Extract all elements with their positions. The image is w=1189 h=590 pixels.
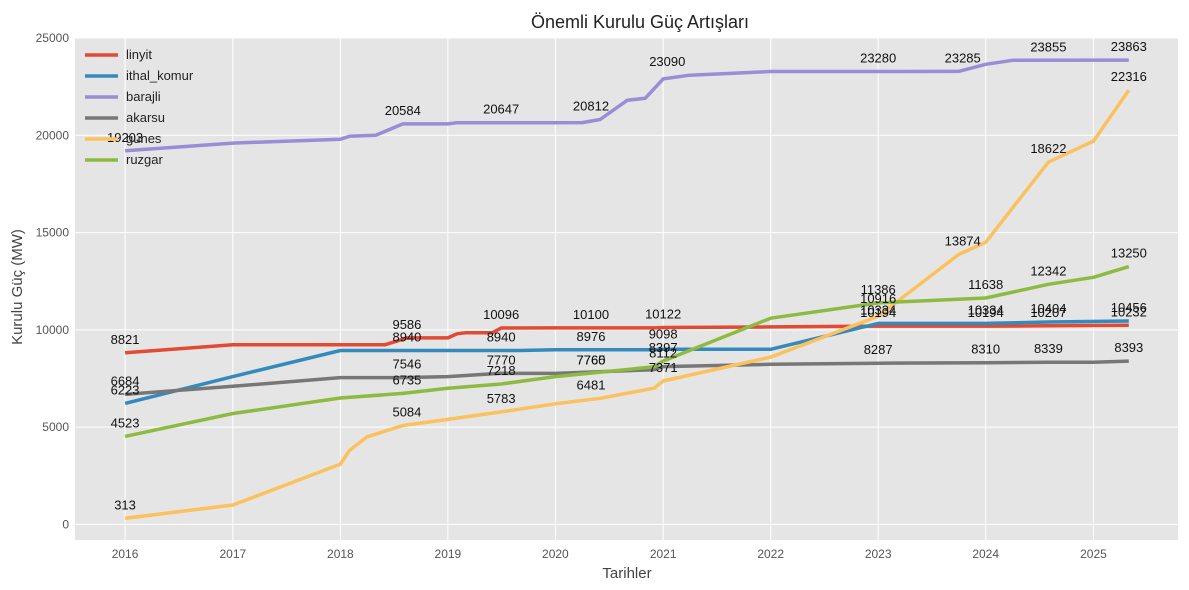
data-label-gunes: 7371	[649, 360, 678, 375]
data-label-akarsu: 6684	[111, 373, 140, 388]
data-label-linyit: 10122	[645, 306, 681, 321]
x-tick-label: 2023	[865, 547, 892, 561]
y-tick-label: 0	[62, 517, 69, 531]
series-line-ruzgar	[124, 264, 1130, 439]
data-label-ithal_komur: 10456	[1111, 300, 1147, 315]
legend-label-ithal_komur: ithal_komur	[126, 68, 194, 83]
y-axis-label: Kurulu Güç (MW)	[9, 229, 26, 345]
data-label-gunes: 5783	[487, 391, 516, 406]
x-tick-label: 2019	[435, 547, 462, 561]
legend-label-linyit: linyit	[126, 47, 152, 62]
data-label-linyit: 10194	[860, 305, 896, 320]
data-label-barajli: 20812	[573, 98, 609, 113]
series-line-barajli	[124, 58, 1129, 153]
y-tick-label: 10000	[36, 323, 70, 337]
data-label-gunes: 13874	[945, 233, 981, 248]
data-label-gunes: 5084	[392, 405, 421, 420]
data-label-linyit: 10194	[968, 305, 1004, 320]
data-label-barajli: 23855	[1030, 39, 1066, 54]
data-label-barajli: 20647	[483, 102, 519, 117]
data-label-ithal_komur: 10404	[1030, 301, 1066, 316]
x-tick-label: 2017	[220, 547, 247, 561]
data-label-barajli: 23090	[649, 54, 685, 69]
x-axis-label: Tarihler	[602, 565, 651, 582]
data-label-ruzgar: 13250	[1111, 246, 1147, 261]
y-tick-label: 25000	[36, 31, 70, 45]
data-label-ruzgar: 6735	[392, 372, 421, 387]
data-label-ruzgar: 7218	[487, 363, 516, 378]
data-label-barajli: 23280	[860, 50, 896, 65]
y-tick-label: 15000	[36, 226, 70, 240]
y-tick-label: 20000	[36, 128, 70, 142]
data-label-gunes: 6481	[577, 377, 606, 392]
data-label-akarsu: 8393	[1114, 340, 1143, 355]
data-label-gunes: 313	[114, 497, 136, 512]
series-line-gunes	[124, 89, 1131, 521]
series-line-ithal_komur	[124, 319, 1129, 406]
x-axis-ticks: 2016 2017 2018 2019 2020 2021 2022 2023 2024 2025	[112, 547, 1107, 561]
legend-label-gunes: gunes	[126, 131, 162, 146]
series-line-linyit	[124, 323, 1129, 355]
data-label-ruzgar: 11638	[968, 277, 1003, 292]
data-label-gunes: 22316	[1111, 69, 1147, 84]
legend-label-barajli: barajli	[126, 89, 161, 104]
x-tick-label: 2020	[542, 547, 569, 561]
series-lines	[124, 58, 1131, 521]
data-label-ruzgar: 11386	[861, 282, 896, 297]
data-label-linyit: 8821	[111, 332, 140, 347]
data-label-barajli: 20584	[385, 103, 421, 118]
legend-label-ruzgar: ruzgar	[126, 152, 164, 167]
data-label-barajli: 19203	[107, 130, 143, 145]
plot-area	[75, 38, 1178, 540]
data-label-akarsu: 8112	[649, 346, 677, 361]
legend-label-akarsu: akarsu	[126, 110, 165, 125]
data-label-akarsu: 7546	[392, 357, 421, 372]
data-label-ruzgar: 4523	[111, 415, 140, 430]
data-label-linyit: 9586	[392, 317, 421, 332]
x-tick-label: 2016	[112, 547, 139, 561]
data-label-ruzgar: 7765	[577, 352, 606, 367]
data-label-barajli: 23285	[945, 50, 981, 65]
data-label-ithal_komur: 8940	[392, 329, 421, 344]
data-label-akarsu: 8310	[971, 342, 1000, 357]
data-label-ithal_komur: 9098	[649, 326, 678, 341]
data-label-ithal_komur: 6223	[111, 382, 140, 397]
data-label-akarsu: 8287	[864, 342, 893, 357]
data-label-akarsu: 7770	[487, 352, 516, 367]
x-tick-label: 2022	[757, 547, 784, 561]
data-label-ithal_komur: 10334	[860, 302, 896, 317]
x-tick-label: 2018	[327, 547, 354, 561]
data-label-ruzgar: 12342	[1030, 263, 1066, 278]
data-label-linyit: 10232	[1111, 304, 1147, 319]
data-label-ithal_komur: 10334	[968, 302, 1004, 317]
x-tick-label: 2024	[972, 547, 999, 561]
data-label-akarsu: 8339	[1034, 341, 1063, 356]
data-label-gunes: 10916	[860, 291, 896, 306]
data-label-ithal_komur: 8976	[577, 329, 606, 344]
x-tick-label: 2025	[1080, 547, 1107, 561]
x-tick-label: 2021	[650, 547, 677, 561]
chart-title: Önemli Kurulu Güç Artışları	[531, 12, 749, 32]
series-line-akarsu	[124, 359, 1129, 397]
data-label-linyit: 10096	[483, 307, 519, 322]
data-label-ruzgar: 8397	[649, 340, 678, 355]
data-label-linyit: 10100	[573, 307, 609, 322]
y-tick-label: 5000	[42, 420, 69, 434]
data-label-linyit: 10207	[1030, 305, 1066, 320]
data-label-barajli: 23863	[1111, 39, 1147, 54]
data-label-ithal_komur: 8940	[487, 329, 516, 344]
y-axis-ticks: 0 5000 10000 15000 20000 25000	[36, 31, 70, 531]
data-label-gunes: 18622	[1030, 141, 1066, 156]
data-label-akarsu: 7760	[577, 352, 606, 367]
